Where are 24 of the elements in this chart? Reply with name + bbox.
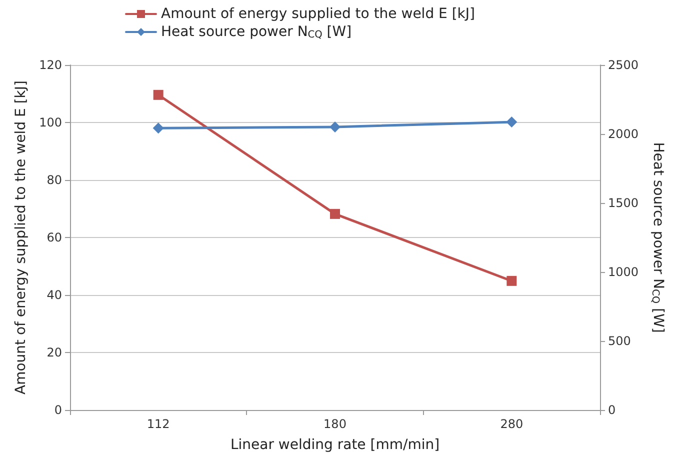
y-tick-label: 100: [39, 116, 62, 130]
y-tick-label: 80: [46, 173, 62, 187]
y2-axis-title: Heat source power NCQ [W]: [650, 142, 666, 333]
x-tick-label: 180: [324, 417, 346, 431]
y-tick-label: 0: [54, 403, 62, 417]
y2-tick-label: 1000: [608, 265, 639, 279]
y-axis-title: Amount of energy supplied to the weld E [kJ]: [13, 80, 30, 394]
y-tick-label: 20: [46, 346, 62, 360]
x-tick-label: 112: [146, 417, 170, 431]
point: [330, 208, 340, 219]
x-axis-title: Linear welding rate [mm/min]: [230, 437, 440, 453]
x-tick-label: 280: [500, 417, 524, 431]
y-tick-label: 40: [46, 288, 62, 302]
y2-tick-label: 500: [608, 334, 631, 348]
y2-tick-label: 2000: [608, 127, 639, 141]
point: [153, 90, 164, 100]
legend-label: Amount of energy supplied to the weld E [kJ]: [161, 6, 475, 22]
y2-tick-label: 0: [608, 403, 616, 417]
point: [506, 276, 517, 286]
y-tick-label: 120: [39, 58, 62, 72]
y-tick-label: 60: [46, 230, 62, 244]
y2-tick-label: 1500: [608, 196, 639, 210]
legend-label: Heat source power NCQ [W]: [161, 24, 352, 40]
y2-tick-label: 2500: [608, 58, 639, 72]
